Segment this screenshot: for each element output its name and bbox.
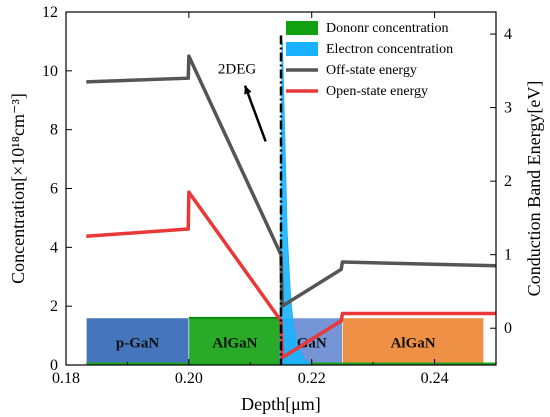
legend-label-2: Off-state energy [326,63,417,78]
x-axis-label: Depth[μm] [241,394,321,414]
y-left-tick-label: 12 [42,4,58,21]
series-line-off-state-energy [86,54,497,308]
y-left-tick-label: 6 [50,181,58,198]
x-tick-label: 0.18 [52,370,80,387]
y-right-tick-label: 1 [504,247,512,264]
layer-label-1: AlGaN [212,335,257,351]
y-axis-right-label: Conduction Band Energy[eV] [524,81,544,297]
layer-band-0 [85,317,190,366]
y-right-tick-label: 4 [504,26,512,43]
layer-band-3 [342,317,485,366]
annotation-arrow-shaft [243,85,267,142]
series-line-open-state-energy [86,190,496,360]
y-left-tick-label: 0 [50,357,58,374]
legend-swatch-0 [286,21,318,35]
annotations: 2DEG [218,62,267,142]
legend: Dononr concentration Electron concentrati… [286,21,453,99]
y-left-tick-label: 4 [50,239,58,256]
layer-label-0: p-GaN [116,335,160,351]
layer-label-3: AlGaN [391,335,436,351]
legend-label-0: Dononr concentration [326,21,448,36]
y-right-tick-label: 2 [504,173,512,190]
y-axis-left-label: Concentration[×10¹⁸cm⁻³] [8,93,28,284]
x-tick-label: 0.20 [175,370,203,387]
y-left-tick-label: 2 [50,298,58,315]
legend-swatch-1 [286,42,318,56]
x-tick-label: 0.24 [421,370,449,387]
y-left-tick-label: 8 [50,122,58,139]
legend-label-3: Open-state energy [326,84,428,99]
annotation-arrow-head [244,85,252,95]
y-left-tick-label: 10 [42,63,58,80]
layer-label-2: GaN [297,335,327,351]
x-tick-label: 0.22 [298,370,326,387]
legend-label-1: Electron concentration [326,42,453,57]
y-right-tick-label: 0 [504,320,512,337]
y-right-tick-label: 3 [504,100,512,117]
annotation-label-2deg: 2DEG [218,62,256,78]
